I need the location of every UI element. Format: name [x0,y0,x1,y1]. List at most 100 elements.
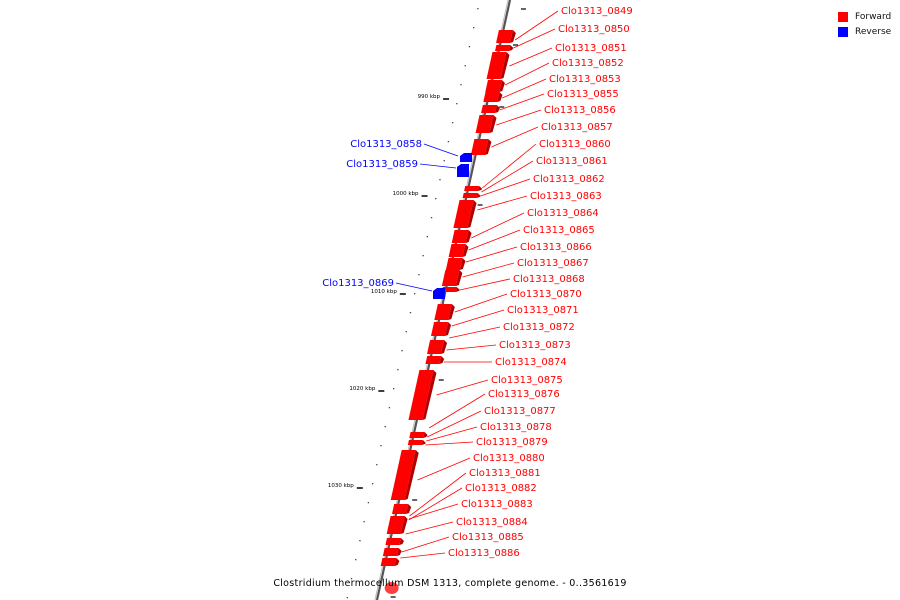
minor-tick [363,521,365,523]
forward-gene-block [483,92,503,102]
tick-label: 1000 kbp [393,191,419,197]
legend-forward-label: Forward [855,11,892,22]
forward-gene-face [475,115,494,133]
forward-gene-label: Clo1313_0870 [510,289,582,300]
forward-gene-side [421,440,426,445]
forward-gene-face [448,244,466,257]
forward-gene-face [441,270,460,286]
forward-leader-line [436,379,489,396]
forward-gene-label: Clo1313_0860 [539,139,611,150]
forward-gene-block [430,322,452,336]
forward-gene-side [500,52,510,79]
forward-gene-block [486,52,510,79]
forward-gene-face [495,45,511,51]
forward-gene-face [483,92,500,102]
forward-gene-block [409,432,428,438]
forward-gene-block [495,45,514,51]
forward-gene-side [441,340,448,354]
forward-gene-side [423,432,428,438]
forward-gene-block [380,558,400,566]
reverse-gene-face [457,164,469,177]
forward-gene-block [385,538,404,545]
minor-tick [435,198,437,200]
minor-tick [447,141,450,143]
forward-gene-face [382,548,399,556]
minor-tick [473,27,475,29]
forward-gene-face [470,139,489,155]
forward-leader-line [425,441,474,446]
forward-gene-label: Clo1313_0872 [503,322,575,333]
forward-gene-face [441,287,457,292]
forward-gene-side [476,193,481,198]
forward-gene-label: Clo1313_0849 [561,6,633,17]
forward-gene-label: Clo1313_0863 [530,191,602,202]
forward-gene-side [499,80,505,92]
forward-leader-line [468,229,521,251]
forward-gene-side [455,287,460,292]
forward-gene-face [380,558,397,566]
minor-tick [388,407,391,409]
minor-tick [397,369,399,371]
gene-labels: Clo1313_0849 Clo1313_0850 Clo1313_0851 Clo1… [322,6,633,559]
reverse-gene-face [460,153,472,162]
forward-leader-line [428,393,486,429]
forward-gene-block [481,105,500,113]
forward-gene-block [391,504,412,514]
forward-gene-face [408,370,434,420]
forward-gene-block [453,200,477,228]
minor-tick [401,350,403,352]
minor-tick [422,255,424,257]
tick-label: 1010 kbp [371,289,397,295]
forward-leader-line [480,178,531,197]
forward-leader-line [462,262,515,278]
forward-gene-side [439,356,445,364]
forward-gene-face [386,516,405,534]
minor-tick [346,597,348,599]
forward-gene-label: Clo1313_0855 [547,89,619,100]
minor-tick [477,8,479,10]
forward-leader-line [514,10,559,41]
forward-gene-label: Clo1313_0881 [469,468,541,479]
forward-gene-face [445,258,463,270]
forward-leader-line [446,344,497,351]
minor-tick [371,483,374,485]
forward-gene-side [509,45,514,51]
minor-tick [405,331,407,333]
forward-gene-label: Clo1313_0867 [517,258,589,269]
forward-gene-label: Clo1313_0877 [484,406,556,417]
forward-gene-face [407,440,423,445]
reverse-gene-block [457,164,469,177]
legend-reverse: Reverse [838,24,891,39]
gene-blocks [380,30,516,594]
forward-leader-line [405,521,454,535]
forward-gene-label: Clo1313_0861 [536,156,608,167]
forward-gene-side [462,244,469,257]
forward-leader-line [448,326,501,339]
forward-gene-label: Clo1313_0853 [549,74,621,85]
forward-gene-label: Clo1313_0874 [495,357,567,368]
forward-gene-side [448,304,455,320]
forward-gene-block [390,450,419,500]
forward-gene-block [408,370,437,420]
forward-leader-line [408,487,463,521]
forward-gene-block [445,258,466,270]
forward-leader-line [491,126,539,148]
forward-leader-line [459,278,511,291]
forward-gene-label: Clo1313_0885 [452,532,524,543]
reverse-gene-face [433,288,445,299]
forward-gene-side [465,230,472,243]
forward-gene-block [441,270,463,286]
forward-gene-face [434,304,452,320]
forward-gene-face [464,186,480,191]
reverse-gene-block [433,288,445,299]
forward-leader-line [426,426,478,442]
forward-leader-line [504,62,550,86]
forward-gene-face [485,80,502,92]
minor-tick [376,464,378,466]
forward-leader-line [426,410,482,438]
forward-gene-block [485,80,505,92]
forward-gene-label: Clo1313_0850 [558,24,630,35]
legend-forward: Forward [838,9,891,24]
forward-gene-side [510,30,516,43]
